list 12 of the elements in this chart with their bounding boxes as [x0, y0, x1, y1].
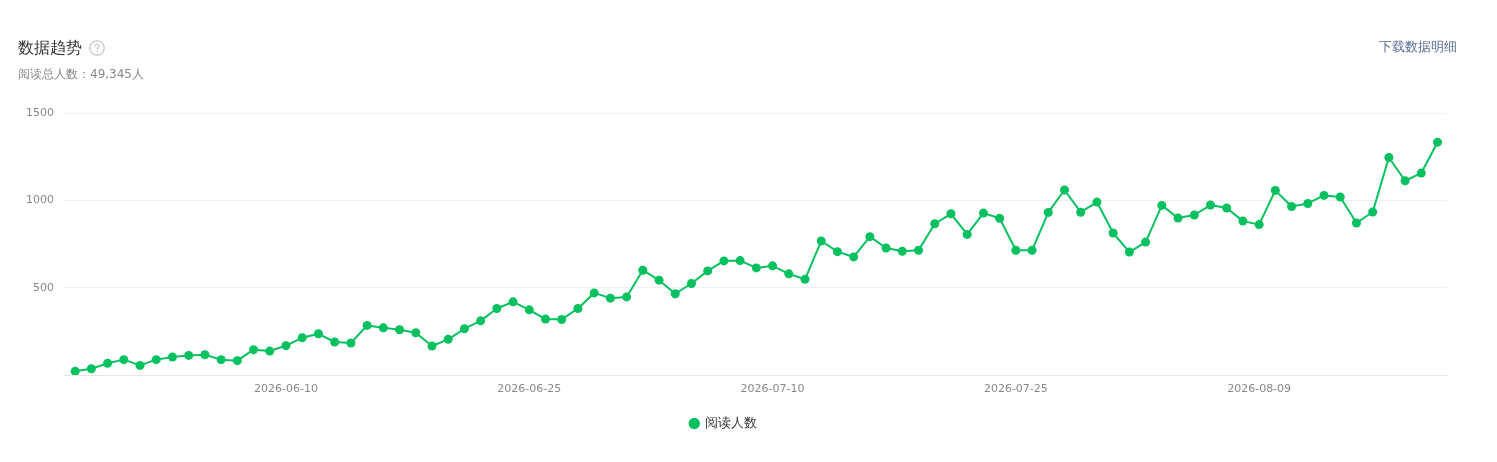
x-tick-label: 2026-08-09: [1227, 382, 1292, 396]
y-tick-label: 1500: [26, 105, 54, 119]
chart-title: 数据趋势: [18, 37, 82, 59]
x-tick-label: 2026-07-10: [740, 382, 805, 396]
chart-subtitle: 阅读总人数：49,345人: [18, 66, 144, 82]
x-tick-label: 2026-06-25: [497, 382, 562, 396]
x-tick-label: 2026-06-10: [254, 382, 318, 396]
text: 下载数据明细: [1379, 38, 1457, 56]
x-tick-label: 2026-07-25: [983, 382, 1048, 396]
legend-label: 阅读人数: [704, 414, 757, 430]
y-tick-label: 1000: [26, 193, 54, 207]
y-tick-label: 500: [33, 280, 54, 294]
